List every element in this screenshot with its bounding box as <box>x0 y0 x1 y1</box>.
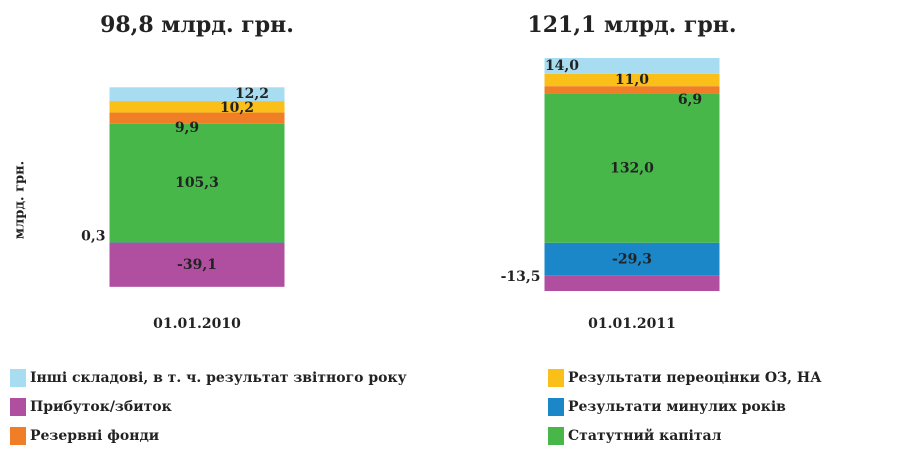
value-label: 14,0 <box>545 58 579 74</box>
bar-segment <box>109 123 285 243</box>
legend-swatch <box>10 398 26 416</box>
value-label: -29,3 <box>612 251 652 267</box>
value-label: -39,1 <box>177 257 217 273</box>
value-label: -13,5 <box>501 269 541 285</box>
value-label: 10,2 <box>220 100 254 116</box>
bar-segment <box>544 93 720 243</box>
legend-swatch <box>548 369 564 387</box>
legend-swatch <box>10 369 26 387</box>
x-tick-label: 01.01.2010 <box>153 316 241 332</box>
x-tick-label: 01.01.2011 <box>588 316 676 332</box>
legend-label: Інші складові, в т. ч. результат звітног… <box>30 370 407 386</box>
bar-total: 98,8 млрд. грн. <box>100 12 294 38</box>
bar-segment <box>109 112 285 124</box>
bar-segment <box>544 58 720 74</box>
bar-segment <box>544 242 720 276</box>
legend-swatch <box>10 427 26 445</box>
value-label: 11,0 <box>615 72 649 88</box>
bar-segment <box>109 242 285 287</box>
bar-segment <box>109 87 285 102</box>
legend-swatch <box>548 398 564 416</box>
value-label: 12,2 <box>235 86 269 102</box>
bar-segment <box>544 275 720 291</box>
value-label: 132,0 <box>610 160 654 176</box>
legend-label: Статутний капітал <box>568 427 722 444</box>
legend-label: Результати переоцінки ОЗ, НА <box>568 370 822 386</box>
bar-segment <box>109 101 285 113</box>
legend-label: Результати минулих років <box>568 399 786 415</box>
value-label: 105,3 <box>175 175 219 191</box>
value-label: 0,3 <box>81 228 105 244</box>
legend-label: Прибуток/збиток <box>30 399 172 415</box>
legend-label: Резервні фонди <box>30 428 159 444</box>
y-axis-label: млрд. грн. <box>13 161 28 239</box>
value-label: 9,9 <box>175 120 199 136</box>
bar-segment <box>544 86 720 94</box>
value-label: 6,9 <box>678 92 702 108</box>
legend-swatch <box>548 427 564 445</box>
bar-total: 121,1 млрд. грн. <box>527 12 736 38</box>
bar-segment <box>544 73 720 87</box>
